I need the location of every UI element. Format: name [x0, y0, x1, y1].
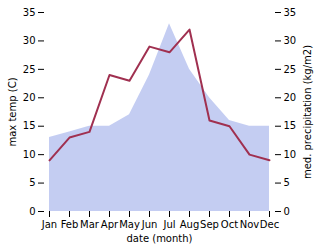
svg-text:Apr: Apr: [101, 219, 119, 230]
svg-text:10: 10: [23, 149, 36, 160]
svg-text:20: 20: [284, 92, 297, 103]
svg-text:30: 30: [23, 35, 36, 46]
svg-text:35: 35: [23, 7, 36, 18]
svg-text:15: 15: [284, 120, 297, 131]
svg-text:Jun: Jun: [141, 219, 158, 230]
svg-text:5: 5: [29, 177, 35, 188]
svg-text:May: May: [119, 219, 140, 230]
svg-text:Mar: Mar: [80, 219, 100, 230]
svg-text:25: 25: [284, 64, 297, 75]
svg-text:0: 0: [29, 206, 35, 217]
svg-text:Sep: Sep: [200, 219, 219, 230]
svg-text:10: 10: [284, 149, 297, 160]
svg-text:Jul: Jul: [162, 219, 175, 230]
svg-text:0: 0: [284, 206, 290, 217]
svg-text:Feb: Feb: [61, 219, 79, 230]
svg-text:Jan: Jan: [41, 219, 57, 230]
svg-text:med. precipitation (kg/m2): med. precipitation (kg/m2): [302, 45, 313, 179]
svg-text:date (month): date (month): [127, 233, 193, 244]
svg-text:5: 5: [284, 177, 290, 188]
svg-text:Dec: Dec: [260, 219, 279, 230]
svg-text:Aug: Aug: [180, 219, 200, 230]
svg-text:20: 20: [23, 92, 36, 103]
svg-text:35: 35: [284, 7, 297, 18]
svg-text:30: 30: [284, 35, 297, 46]
svg-text:Nov: Nov: [240, 219, 260, 230]
svg-text:25: 25: [23, 64, 36, 75]
svg-text:max temp (C): max temp (C): [7, 77, 18, 146]
svg-text:Oct: Oct: [221, 219, 238, 230]
svg-text:15: 15: [23, 120, 36, 131]
